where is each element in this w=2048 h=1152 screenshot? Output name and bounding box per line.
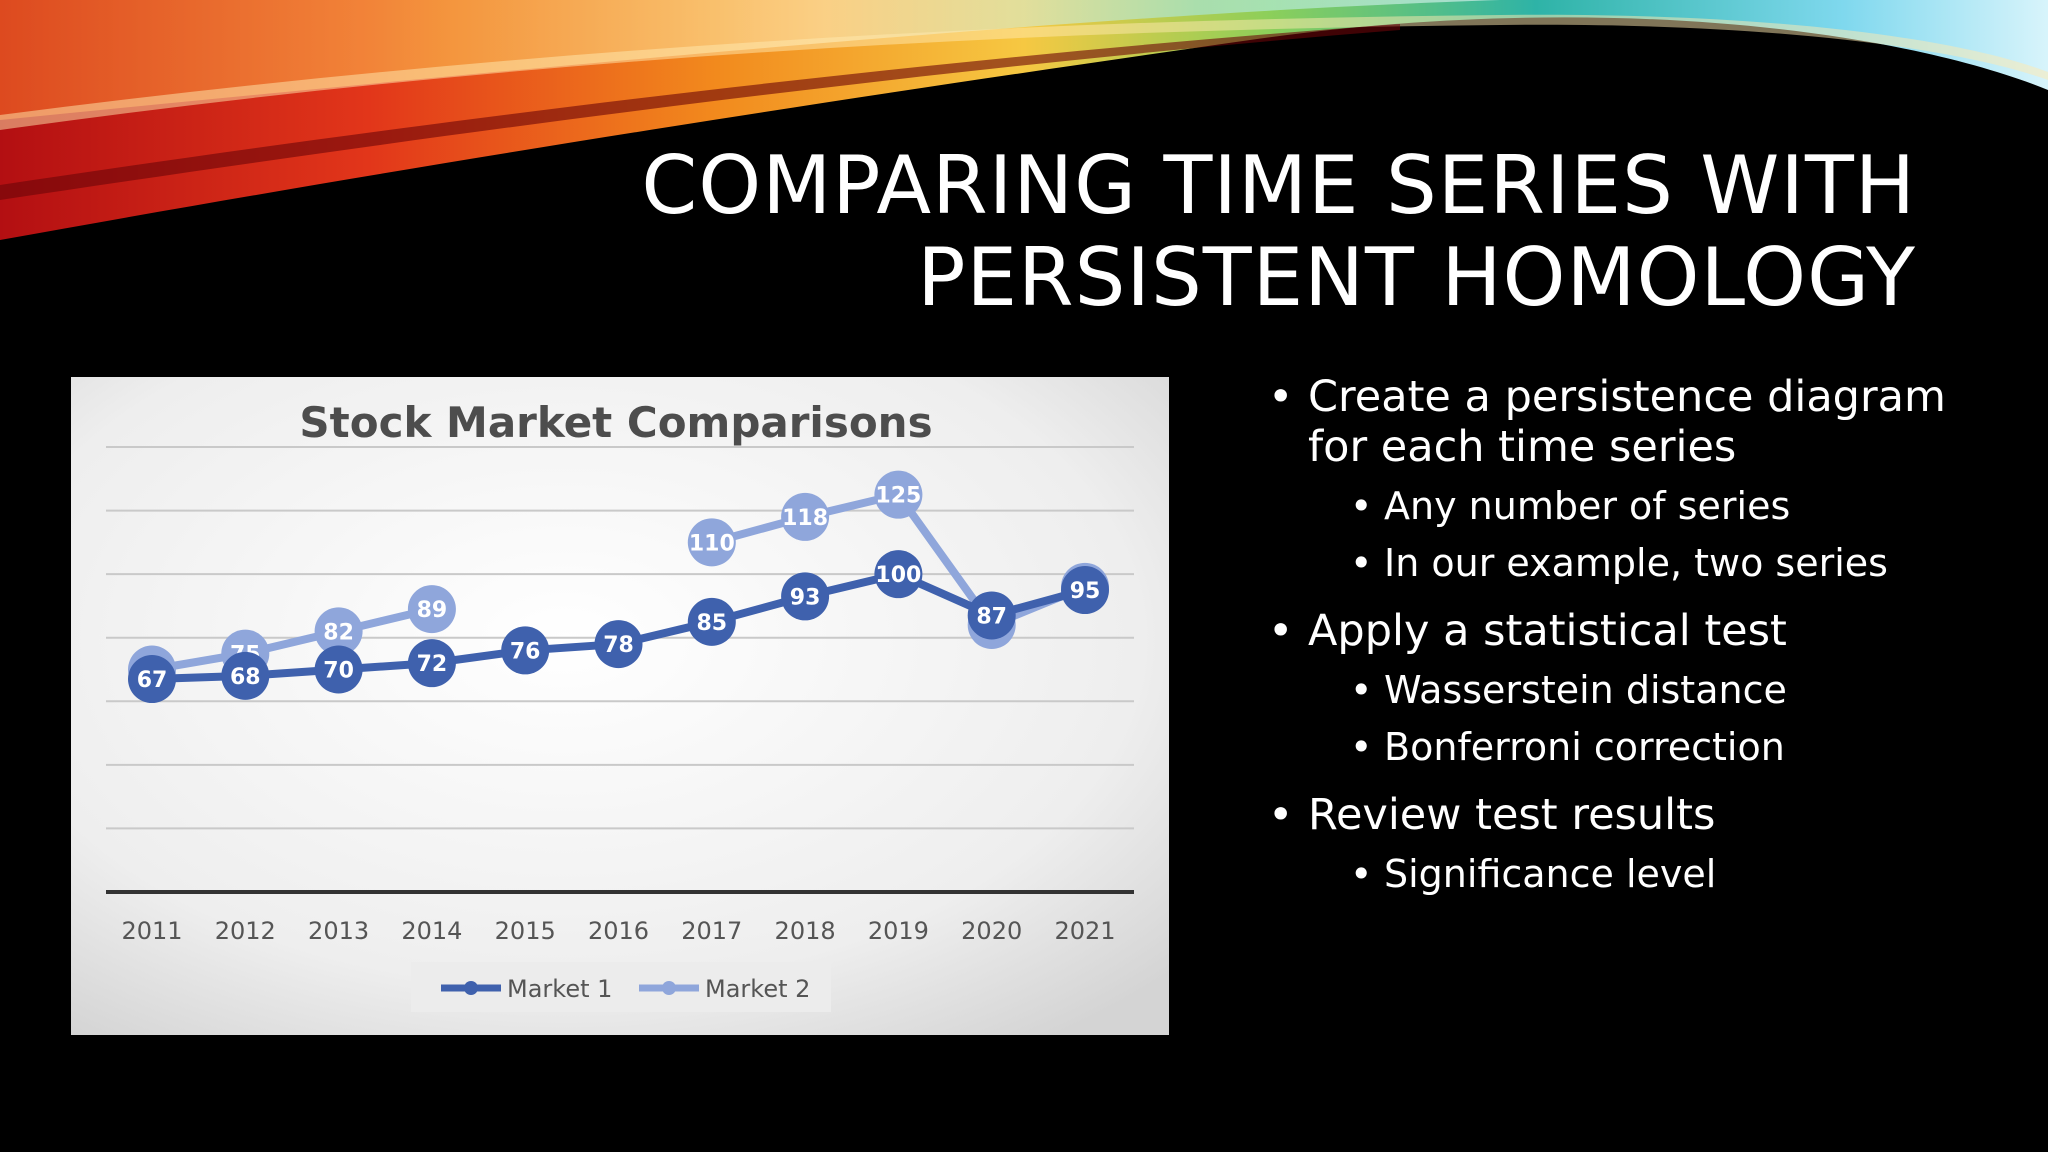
bullet-text: Create a persistence diagram for each ti… bbox=[1308, 372, 1946, 472]
gridlines bbox=[106, 446, 1134, 894]
data-point-market-1 bbox=[781, 572, 830, 621]
x-tick-label: 2012 bbox=[215, 917, 276, 945]
data-point-market-1 bbox=[874, 550, 923, 599]
data-point-market-2 bbox=[874, 470, 923, 519]
legend-swatch-marker bbox=[464, 981, 478, 995]
data-label: 67 bbox=[137, 668, 168, 693]
slide-title-line2: PERSISTENT HOMOLOGY bbox=[917, 231, 1916, 324]
bullet-item-2: Apply a statistical test Wasserstein dis… bbox=[1262, 606, 1982, 776]
bullet-item-1: Create a persistence diagram for each ti… bbox=[1262, 372, 1982, 592]
sub-bullet-item: Wasserstein distance bbox=[1308, 662, 1982, 719]
data-label: 78 bbox=[603, 633, 634, 658]
x-axis-tick-labels: 2011 2012 2013 2014 2015 2016 2017 2018 2019 2020… bbox=[121, 917, 1115, 945]
data-point-market-1 bbox=[407, 639, 456, 688]
data-point-market-2 bbox=[407, 585, 456, 634]
sub-bullet-list: Any number of series In our example, two… bbox=[1308, 478, 1982, 592]
x-tick-label: 2014 bbox=[401, 917, 462, 945]
x-tick-label: 2021 bbox=[1054, 917, 1115, 945]
x-tick-label: 2016 bbox=[588, 917, 649, 945]
line-chart: Stock Market Comparisons 707582891101181… bbox=[71, 377, 1169, 1035]
data-point-market-2 bbox=[314, 607, 363, 656]
decorative-swoosh bbox=[0, 0, 2048, 240]
data-point-market-2 bbox=[781, 492, 830, 541]
sub-bullet-item: Bonferroni correction bbox=[1308, 719, 1982, 776]
chart-panel: Stock Market Comparisons 707582891101181… bbox=[71, 377, 1169, 1035]
data-label: 68 bbox=[230, 665, 261, 690]
data-point-market-2 bbox=[687, 518, 736, 567]
data-point-market-1 bbox=[594, 620, 643, 669]
data-point-market-1 bbox=[501, 626, 550, 675]
chart-title: Stock Market Comparisons bbox=[299, 398, 932, 447]
bullet-list: Create a persistence diagram for each ti… bbox=[1262, 372, 1982, 917]
data-point-market-1 bbox=[314, 645, 363, 694]
sub-bullet-item: In our example, two series bbox=[1308, 535, 1982, 592]
data-label: 85 bbox=[696, 611, 727, 636]
data-label: 118 bbox=[782, 506, 828, 531]
bullet-item-3: Review test results Significance level bbox=[1262, 790, 1982, 903]
legend-label: Market 1 bbox=[507, 975, 612, 1003]
x-tick-label: 2018 bbox=[775, 917, 836, 945]
data-label: 89 bbox=[417, 598, 448, 623]
x-tick-label: 2011 bbox=[121, 917, 182, 945]
legend-label: Market 2 bbox=[705, 975, 810, 1003]
data-label: 76 bbox=[510, 639, 541, 664]
series-line-2 bbox=[151, 605, 433, 674]
data-label: 87 bbox=[976, 604, 1007, 629]
data-point-market-1 bbox=[1061, 566, 1109, 615]
data-point-market-1 bbox=[128, 655, 176, 704]
x-tick-label: 2019 bbox=[868, 917, 929, 945]
x-tick-label: 2020 bbox=[961, 917, 1022, 945]
data-point-market-1 bbox=[221, 651, 270, 700]
bullet-text: Apply a statistical test bbox=[1308, 606, 1787, 656]
data-label: 100 bbox=[875, 563, 921, 588]
data-point-market-1 bbox=[967, 591, 1016, 640]
x-tick-label: 2015 bbox=[495, 917, 556, 945]
data-point-market-1 bbox=[687, 597, 736, 646]
data-label: 93 bbox=[790, 585, 821, 610]
slide-title: COMPARING TIME SERIES WITH PERSISTENT HO… bbox=[516, 140, 1916, 324]
sub-bullet-list: Significance level bbox=[1308, 846, 1982, 903]
data-label: 110 bbox=[689, 531, 735, 556]
data-points: 7075828911011812584966768707276788593100… bbox=[128, 470, 1109, 704]
slide-title-line1: COMPARING TIME SERIES WITH bbox=[641, 139, 1916, 232]
data-label: 125 bbox=[875, 484, 921, 509]
data-label: 82 bbox=[323, 620, 354, 645]
data-label: 70 bbox=[323, 659, 354, 684]
sub-bullet-item: Any number of series bbox=[1308, 478, 1982, 535]
legend: Market 1 Market 2 bbox=[441, 975, 810, 1003]
data-label: 72 bbox=[417, 652, 448, 677]
sub-bullet-list: Wasserstein distance Bonferroni correcti… bbox=[1308, 662, 1982, 776]
sub-bullet-item: Significance level bbox=[1308, 846, 1982, 903]
legend-swatch-marker bbox=[662, 981, 676, 995]
chart-background bbox=[71, 377, 1169, 1035]
x-tick-label: 2017 bbox=[681, 917, 742, 945]
bullet-text: Review test results bbox=[1308, 790, 1716, 840]
data-label: 95 bbox=[1070, 579, 1101, 604]
x-tick-label: 2013 bbox=[308, 917, 369, 945]
